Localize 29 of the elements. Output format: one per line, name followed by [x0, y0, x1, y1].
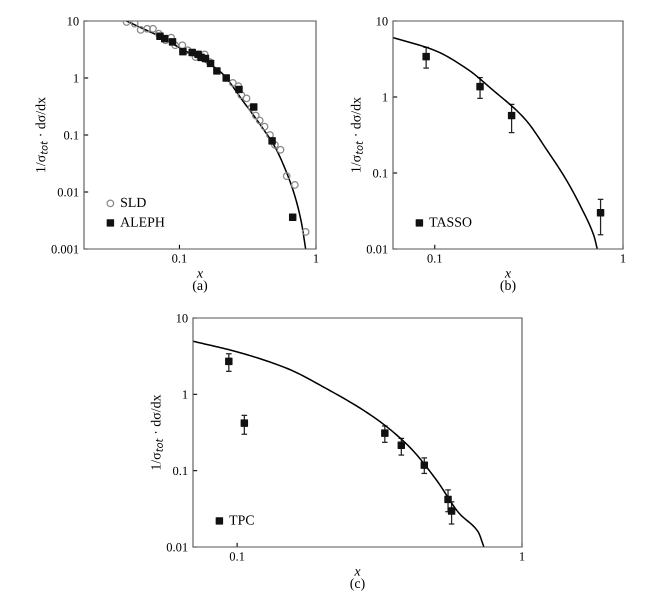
y-axis-title: 1/σ$_{tot}$ · dσ/dx [150, 394, 163, 470]
y-tick-label: 0.01 [58, 188, 78, 197]
y-tick-label: 0.01 [166, 543, 188, 552]
y-tick-label: 0.01 [366, 245, 388, 254]
legend-label: ALEPH [120, 217, 164, 227]
x-tick-label: 1 [620, 254, 626, 263]
text: (b) [500, 280, 516, 293]
y-tick-label: 0.1 [172, 466, 188, 476]
y-tick-label: 0.1 [64, 131, 78, 140]
y-axis-title: 1/σ$_{tot}$ · dσ/dx [350, 97, 363, 172]
y-tick-label: 0.1 [372, 169, 388, 178]
x-axis-title: x [196, 271, 203, 278]
legend-label: TASSO [429, 217, 472, 227]
y-tick-label: 10 [176, 314, 188, 322]
y-tick-label: 1 [182, 390, 188, 399]
x-tick-label: 1 [314, 254, 318, 263]
text: (c) [350, 578, 365, 591]
y-tick-label: 0.001 [51, 245, 78, 254]
legend-label: SLD [121, 198, 146, 208]
y-tick-label: 1 [382, 93, 388, 102]
legend-label: TPC [229, 515, 254, 525]
y-tick-label: 10 [68, 17, 79, 26]
y-tick-label: 1 [74, 74, 78, 82]
x-axis-title: x [504, 271, 511, 278]
x-tick-label: 0.1 [427, 254, 442, 263]
y-axis-title: 1/σ$_{tot}$ · dσ/dx [36, 97, 48, 172]
x-axis-title: x [354, 569, 360, 576]
y-tick-label: 10 [376, 17, 388, 26]
text: (a) [192, 280, 208, 293]
